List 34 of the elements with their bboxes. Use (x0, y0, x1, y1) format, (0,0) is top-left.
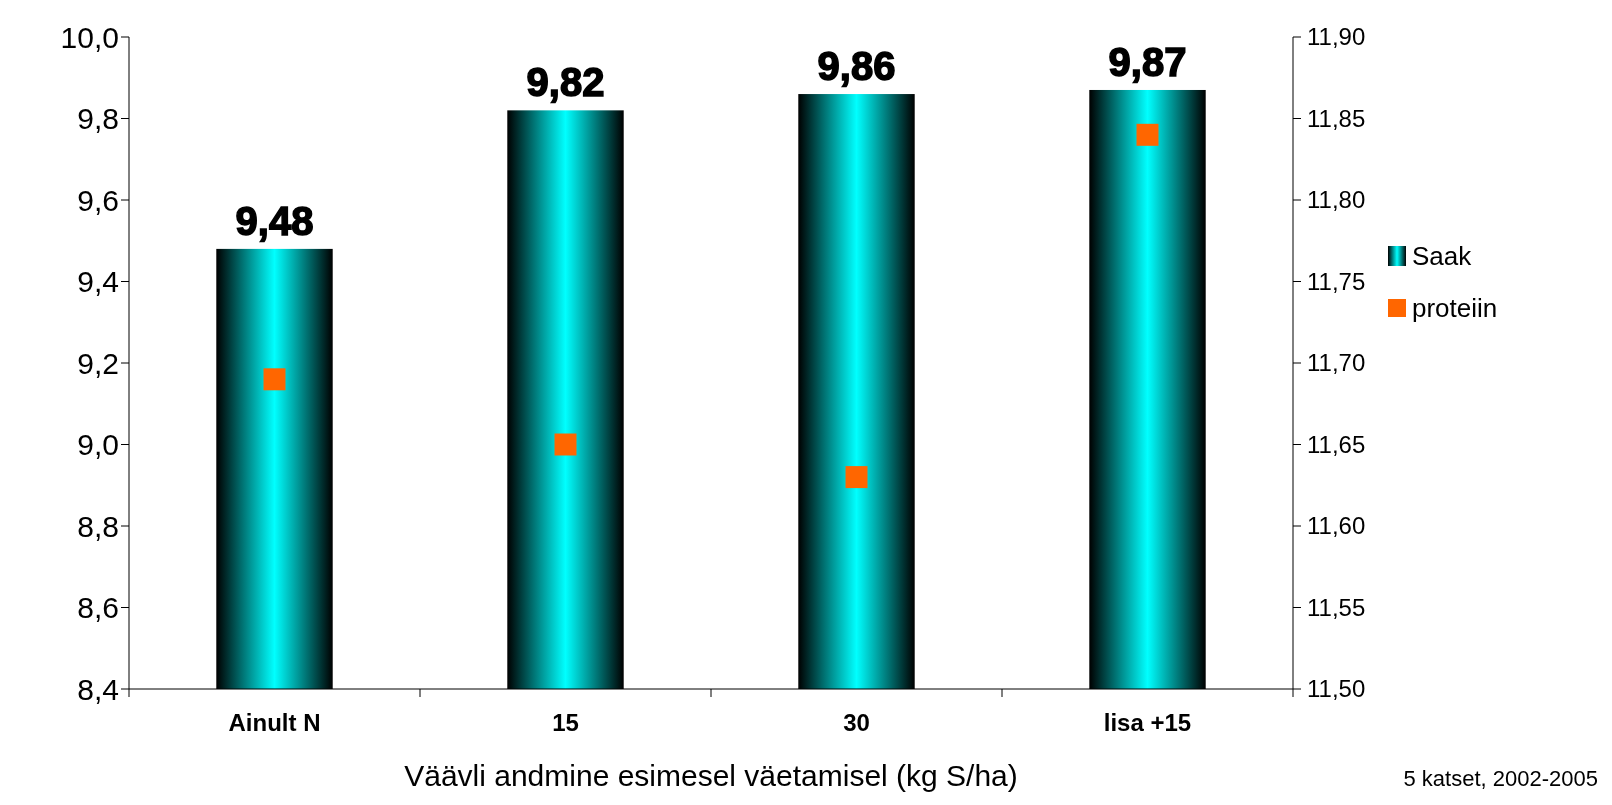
x-axis-title: Väävli andmine esimesel väetamisel (kg S/ha) (404, 759, 1018, 792)
y-tick-label: 8,4 (77, 672, 119, 706)
text: 5 katset, 2002-2005 (1403, 766, 1598, 791)
point (1136, 123, 1159, 146)
y-tick-label: 10,0 (60, 20, 119, 54)
x-tick-label: lisa +15 (1103, 709, 1192, 736)
y2-tick-label: 11,60 (1307, 512, 1366, 540)
point (554, 433, 577, 456)
data-label: 9,87 (1108, 39, 1187, 84)
y2-tick-label: 11,55 (1307, 593, 1366, 621)
y-tick-label: 9,8 (77, 102, 119, 135)
data-label: 9,82 (526, 60, 605, 105)
legend-label: Saak (1412, 241, 1473, 272)
y-tick-label: 9,0 (77, 428, 119, 461)
y-tick-label: 9,4 (77, 265, 119, 298)
y2-tick-label: 11,65 (1307, 430, 1366, 458)
y2-tick-label: 11,90 (1307, 23, 1366, 51)
y2-tick-label: 11,85 (1307, 104, 1366, 132)
x-tick-label: Ainult N (228, 709, 321, 736)
y-tick-label: 8,6 (77, 591, 119, 624)
legend-label: proteiin (1412, 293, 1498, 324)
point (263, 368, 286, 391)
point (845, 466, 868, 489)
y2-tick-label: 11,50 (1307, 675, 1366, 703)
y-tick-label: 9,6 (77, 183, 119, 217)
x-tick-label: 15 (552, 709, 579, 736)
data-label: 9,48 (235, 198, 314, 243)
y-tick-label: 9,2 (77, 346, 119, 380)
y2-tick-label: 11,75 (1307, 267, 1366, 295)
y2-tick-label: 11,80 (1307, 186, 1366, 214)
y-tick-label: 8,8 (77, 509, 119, 543)
x-tick-label: 30 (843, 709, 870, 736)
data-label: 9,86 (817, 44, 896, 89)
y2-tick-label: 11,70 (1307, 349, 1366, 377)
